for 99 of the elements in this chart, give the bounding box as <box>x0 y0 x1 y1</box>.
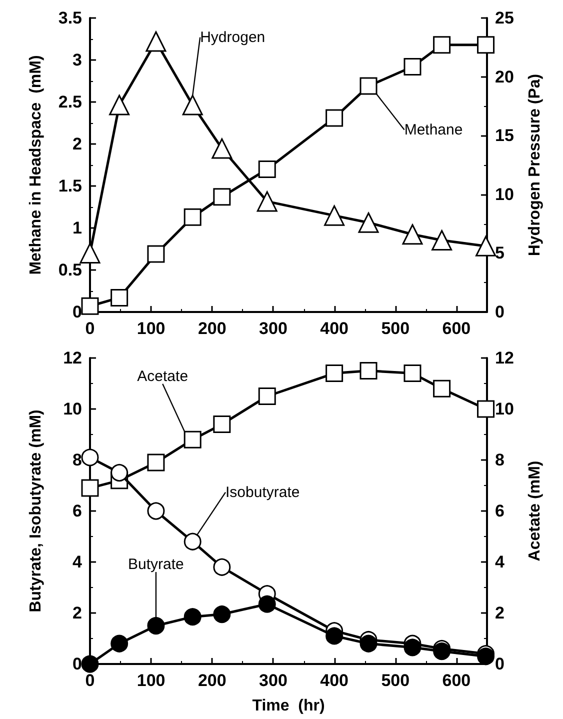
point <box>404 638 422 656</box>
y-tick-label: 1 <box>72 218 82 238</box>
point <box>146 31 166 52</box>
point <box>258 388 276 405</box>
y-tick-label: 10 <box>63 400 82 418</box>
point <box>81 655 99 673</box>
point <box>147 245 165 263</box>
y-tick-label: 8 <box>72 450 82 470</box>
text: Butyrate <box>128 556 184 573</box>
point <box>147 502 165 520</box>
y-tick-label: 2 <box>72 134 82 154</box>
y2-axis-title: Acetate (mM) <box>526 460 544 562</box>
y2-tick-label: 10 <box>495 400 514 418</box>
y2-tick-label: 8 <box>495 450 504 470</box>
point <box>182 94 203 116</box>
y2-tick-label: 2 <box>495 604 504 622</box>
point <box>184 208 202 226</box>
text: Isobutyrate <box>226 484 300 501</box>
x-tick-label: 300 <box>259 671 288 690</box>
y2-axis-title: Hydrogen Pressure (Pa) <box>526 74 544 256</box>
point <box>404 364 422 382</box>
x-tick-label: 200 <box>198 671 226 690</box>
y-tick-label: 3.5 <box>58 8 82 28</box>
text: Methane <box>404 121 463 138</box>
point <box>213 416 231 434</box>
point <box>360 77 378 95</box>
text: Hydrogen <box>200 28 266 46</box>
y-tick-label: 3 <box>72 50 82 70</box>
y-axis-title: Butyrate, Isobutyrate (mM) <box>28 410 44 612</box>
y-tick-label: 6 <box>72 502 82 520</box>
point <box>147 617 165 634</box>
y-tick-label: 4 <box>72 552 83 572</box>
y-tick-label: 0 <box>72 654 82 674</box>
point <box>81 448 99 466</box>
y-tick-label: 2.5 <box>58 92 82 112</box>
point <box>80 242 100 264</box>
y2-tick-label: 20 <box>495 67 514 86</box>
x-tick-label: 600 <box>442 671 471 690</box>
point <box>432 230 452 251</box>
point <box>110 464 128 482</box>
x-tick-label: 200 <box>198 319 226 338</box>
point <box>110 634 128 652</box>
y-tick-label: 1.5 <box>58 176 82 196</box>
x-tick-label: 300 <box>259 319 288 338</box>
x-tick-label: 500 <box>381 671 410 690</box>
y2-tick-label: 4 <box>495 552 505 572</box>
y-tick-label: 2 <box>72 604 82 622</box>
x-tick-label: 100 <box>136 319 166 338</box>
point <box>433 380 451 398</box>
point <box>433 36 451 54</box>
point <box>110 288 128 306</box>
point <box>184 532 202 550</box>
y2-tick-label: 0 <box>495 302 504 322</box>
y2-tick-label: 0 <box>495 654 504 674</box>
point <box>360 362 378 380</box>
point <box>213 606 231 624</box>
point <box>184 608 202 626</box>
point <box>184 430 202 448</box>
point <box>324 205 345 226</box>
point <box>477 36 495 54</box>
point <box>404 58 422 76</box>
point <box>213 558 231 576</box>
y-tick-label: 0.5 <box>58 260 82 280</box>
point <box>81 479 99 497</box>
point <box>258 595 276 613</box>
point <box>402 224 423 245</box>
y2-tick-label: 25 <box>495 8 514 28</box>
y2-tick-label: 10 <box>495 184 514 204</box>
x-tick-label: 100 <box>136 671 166 690</box>
x-tick-label: 600 <box>442 319 471 338</box>
y-axis-title: Methane in Headspace (mM) <box>28 55 44 275</box>
y2-tick-label: 12 <box>495 348 514 368</box>
point <box>212 138 232 159</box>
point <box>433 642 451 660</box>
text: Acetate <box>137 368 188 385</box>
point <box>326 364 344 382</box>
y2-tick-label: 5 <box>495 244 504 263</box>
y-tick-label: 12 <box>63 348 82 368</box>
point <box>147 454 165 472</box>
x-tick-label: 500 <box>381 319 410 338</box>
y2-tick-label: 6 <box>495 502 504 520</box>
point <box>360 634 378 652</box>
y-tick-label: 0 <box>72 302 82 322</box>
x-tick-label: 400 <box>320 319 348 338</box>
point <box>476 236 496 256</box>
point <box>326 627 344 645</box>
point <box>256 191 278 212</box>
point <box>477 400 495 418</box>
point <box>213 188 231 206</box>
x-tick-label: 0 <box>85 671 95 690</box>
point <box>326 109 344 127</box>
point <box>358 212 379 233</box>
point <box>109 94 130 116</box>
x-tick-label: 0 <box>85 319 95 338</box>
y2-tick-label: 15 <box>495 126 514 146</box>
point <box>81 297 99 315</box>
x-axis-title: Time (hr) <box>252 698 325 714</box>
point <box>258 160 276 178</box>
x-tick-label: 400 <box>320 671 348 690</box>
